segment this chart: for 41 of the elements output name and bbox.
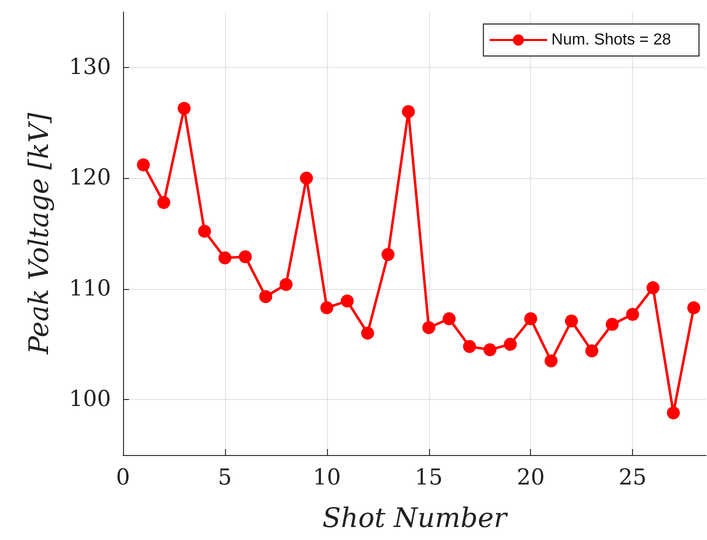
point: [198, 224, 212, 238]
point: [585, 344, 598, 358]
point: [157, 196, 170, 209]
point: [463, 340, 476, 353]
y-tick-label: 100: [69, 387, 111, 412]
x-tick-label: 10: [312, 466, 341, 490]
point: [238, 250, 252, 264]
point: [300, 172, 313, 185]
point: [320, 301, 334, 314]
x-tick-label: 15: [414, 466, 443, 490]
x-tick-label: 5: [218, 466, 232, 490]
point: [422, 321, 436, 334]
point: [687, 301, 700, 314]
point: [136, 158, 150, 172]
point: [483, 343, 496, 356]
point: [402, 105, 415, 118]
y-axis-title: Peak Voltage [kV]: [24, 112, 55, 356]
point: [259, 290, 272, 304]
point: [524, 312, 538, 326]
y-tick-label: 130: [69, 54, 111, 80]
y-tick-label: 120: [69, 166, 111, 191]
legend-label: Num. Shots = 28: [551, 32, 672, 48]
point: [626, 308, 640, 321]
x-axis-title: Shot Number: [322, 503, 509, 534]
y-tick-label: 110: [69, 276, 111, 302]
point: [666, 406, 680, 420]
point: [218, 251, 232, 264]
point: [606, 318, 619, 331]
x-tick-label: 20: [516, 466, 545, 490]
point: [361, 326, 374, 340]
x-tick-label: 0: [116, 466, 130, 490]
point: [544, 354, 558, 368]
point: [382, 248, 394, 262]
point: [340, 294, 354, 308]
point: [280, 278, 293, 291]
point: [646, 281, 660, 294]
point: [442, 312, 456, 326]
point: [504, 338, 517, 351]
x-tick-label: 25: [618, 466, 647, 490]
point: [178, 102, 191, 115]
point: [564, 314, 578, 328]
